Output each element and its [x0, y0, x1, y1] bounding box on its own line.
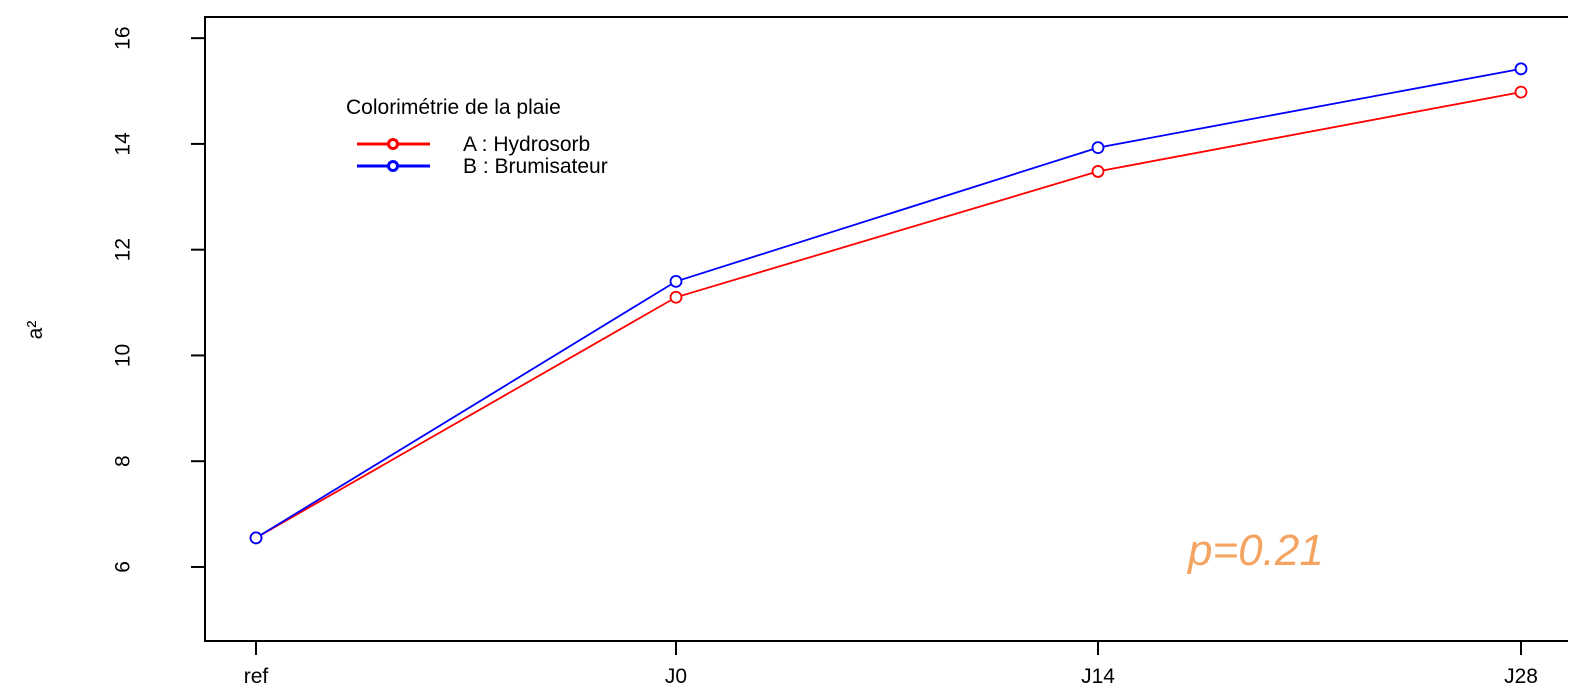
legend-title: Colorimétrie de la plaie — [346, 96, 561, 119]
legend-label: B : Brumisateur — [463, 155, 608, 178]
data-point — [249, 531, 263, 545]
p-value-annotation: p=0.21 — [1186, 526, 1324, 575]
data-point — [1514, 85, 1528, 99]
series-line — [255, 67, 1522, 539]
data-point — [669, 275, 683, 288]
series-b — [249, 62, 1528, 545]
y-axis-label: a² — [24, 321, 47, 340]
data-point — [669, 290, 683, 304]
y-tick-label: 8 — [112, 455, 135, 467]
y-tick-label: 6 — [112, 561, 135, 573]
legend-item: A : Hydrosorb — [357, 133, 590, 156]
y-tick-label: 16 — [112, 26, 135, 49]
series-line — [255, 91, 1522, 539]
x-tick-label: J28 — [1504, 665, 1538, 688]
plot-area — [204, 16, 1568, 642]
series-a — [249, 85, 1528, 545]
x-tick-label: J14 — [1081, 665, 1115, 688]
y-tick-label: 14 — [112, 132, 135, 156]
data-point — [1091, 141, 1105, 155]
x-tick-label: J0 — [665, 665, 687, 688]
legend-marker — [387, 160, 399, 172]
legend-item: B : Brumisateur — [357, 155, 608, 178]
y-tick-label: 10 — [112, 344, 135, 367]
x-tick-label: ref — [244, 665, 269, 688]
legend-label: A : Hydrosorb — [463, 133, 590, 156]
legend-marker — [387, 138, 399, 150]
series-layer — [249, 62, 1528, 545]
y-axis: 6 8 10 12 14 16 — [112, 26, 205, 573]
plot-frame — [204, 16, 1568, 642]
legend: Colorimétrie de la plaie A : HydrosorbB … — [346, 96, 608, 178]
y-tick-label: 12 — [112, 238, 135, 261]
data-point — [1091, 165, 1105, 178]
x-axis: ref J0 J14 J28 — [244, 641, 1538, 688]
data-point — [1514, 62, 1528, 76]
